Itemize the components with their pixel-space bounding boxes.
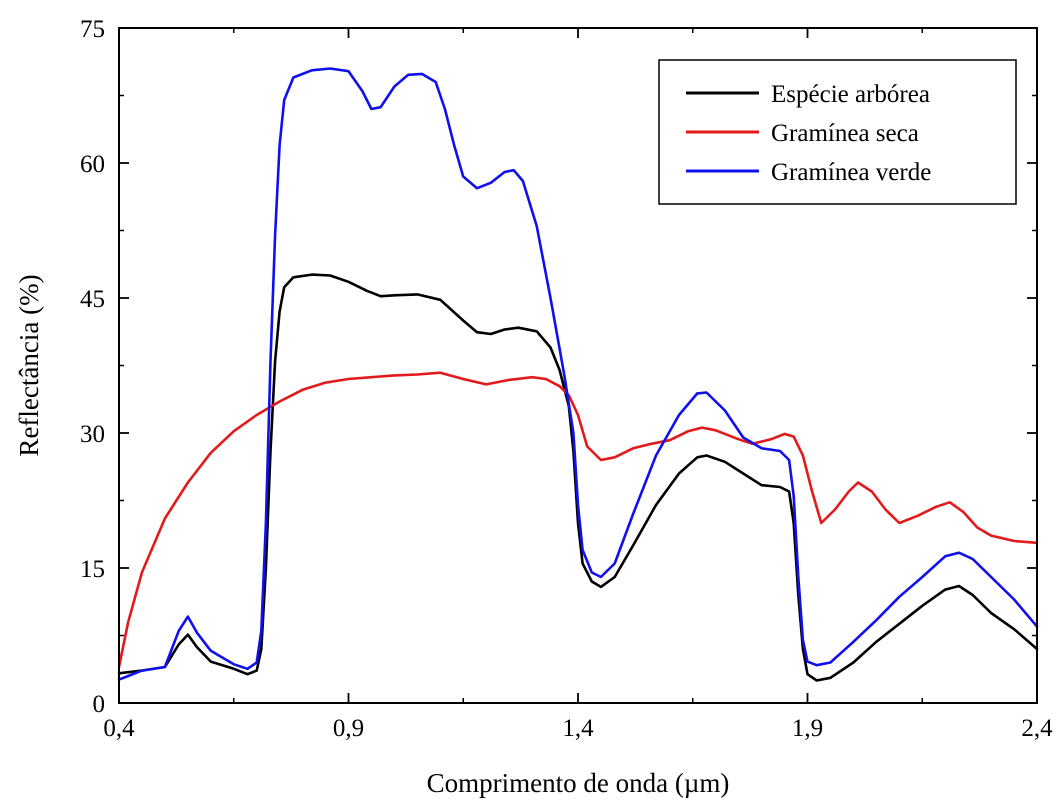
tick-layer: 0,4 0,9 1,4 1,9 2,4 0 15 30 45 60 75	[80, 16, 1053, 742]
x-tick-label: 0,4	[103, 715, 135, 742]
legend-label-graminea-seca: Gramínea seca	[771, 120, 919, 147]
series-layer	[117, 67, 1039, 682]
y-tick-label: 75	[80, 16, 105, 43]
y-axis-label: Reflectância (%)	[14, 274, 44, 456]
legend-label-especie-arborea: Espécie arbórea	[771, 81, 930, 108]
y-tick-label: 30	[80, 421, 105, 448]
series-line-0	[117, 273, 1039, 682]
x-tick-label: 1,9	[792, 715, 823, 742]
legend: Espécie arbórea Gramínea seca Gramínea v…	[658, 59, 1017, 205]
x-axis-label: Comprimento de onda (µm)	[427, 768, 730, 798]
legend-label-graminea-verde: Gramínea verde	[771, 159, 931, 186]
series-line-1	[117, 371, 1039, 669]
x-tick-label: 1,4	[562, 715, 594, 742]
x-tick-label: 2,4	[1021, 715, 1053, 742]
y-tick-label: 15	[80, 556, 105, 583]
y-tick-label: 0	[93, 691, 106, 718]
y-tick-label: 60	[80, 151, 105, 178]
series-line-2	[117, 67, 1039, 681]
x-tick-label: 0,9	[333, 715, 364, 742]
plot-frame	[118, 27, 1038, 704]
y-tick-label: 45	[80, 286, 105, 313]
